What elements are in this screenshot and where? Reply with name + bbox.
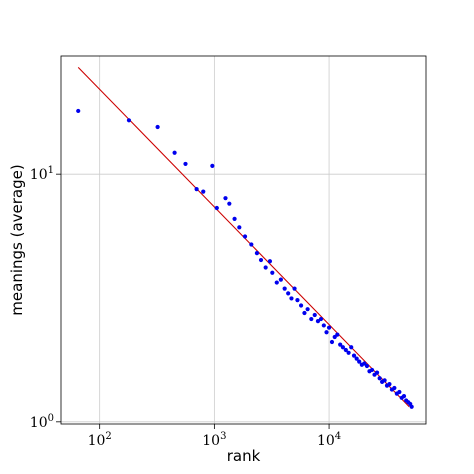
scatter-point: [194, 187, 199, 192]
scatter-point: [318, 316, 324, 322]
scatter-point: [258, 257, 264, 263]
scatter-point: [223, 196, 228, 201]
scatter-point: [340, 345, 346, 350]
scatter-point: [183, 161, 188, 167]
scatter-point: [201, 189, 206, 194]
scatter-point: [397, 389, 402, 395]
scatter-point: [298, 303, 304, 308]
scatter-point: [369, 367, 375, 373]
scatter-point: [263, 265, 268, 270]
scatter-point: [326, 325, 332, 330]
scatter-point: [343, 347, 348, 353]
scatter-point: [351, 353, 357, 358]
scatter-point: [401, 394, 407, 399]
x-axis-label: rank: [227, 447, 261, 465]
scatter-point: [249, 242, 254, 247]
scatter-point: [409, 404, 414, 409]
scatter-point: [254, 251, 260, 256]
scatter-point: [392, 385, 397, 391]
scatter-point: [278, 277, 283, 282]
scatter-point: [349, 345, 354, 350]
scatter-point: [362, 361, 367, 366]
scatter-point: [302, 310, 307, 316]
scatter-point: [377, 376, 382, 381]
scatter-point: [382, 378, 387, 383]
scatter-point: [242, 234, 248, 239]
scatter-point: [357, 359, 362, 364]
scatter-point: [292, 286, 297, 291]
scatter-point: [338, 342, 343, 347]
grid-lines: [61, 56, 426, 424]
scatter-point: [76, 108, 81, 114]
scatter-point: [155, 124, 160, 130]
x-tick-label: 104: [317, 431, 341, 449]
scatter-point: [364, 363, 370, 369]
scatter-point: [126, 118, 132, 123]
scatter-point: [309, 316, 314, 322]
scatter-point: [315, 319, 321, 324]
scatter-point: [295, 298, 300, 303]
scatter-point: [354, 356, 359, 361]
scatter-point: [387, 382, 392, 387]
scatter-point: [267, 259, 273, 264]
scatter-point: [305, 307, 310, 312]
scatter-point: [324, 330, 329, 335]
scatter-point: [232, 216, 237, 221]
scatter-point: [335, 332, 340, 337]
y-tick-label: 101: [30, 165, 54, 183]
scatter-points: [76, 108, 414, 409]
scatter-point: [289, 296, 294, 301]
scatter-point: [321, 323, 326, 328]
scatter-point: [286, 291, 291, 296]
scatter-point: [214, 205, 219, 211]
scatter-point: [237, 225, 242, 230]
y-tick-label: 100: [30, 413, 54, 431]
scatter-point: [227, 201, 232, 206]
scatter-point: [374, 370, 380, 375]
y-axis-label: meanings (average): [8, 164, 26, 315]
scatter-point: [274, 280, 279, 285]
scatter-point: [312, 312, 317, 318]
scatter-point: [329, 339, 335, 345]
plot-frame: [60, 55, 427, 425]
scatter-point: [270, 270, 275, 275]
scatter-point: [210, 163, 215, 168]
scatter-point: [282, 286, 287, 291]
y-axis-ticks: 100 101: [30, 165, 61, 431]
x-axis-ticks: 102 103 104: [88, 424, 341, 449]
scatter-point: [172, 150, 177, 155]
x-tick-label: 102: [88, 431, 112, 449]
scatter-point: [346, 350, 351, 355]
x-tick-label: 103: [202, 431, 226, 449]
